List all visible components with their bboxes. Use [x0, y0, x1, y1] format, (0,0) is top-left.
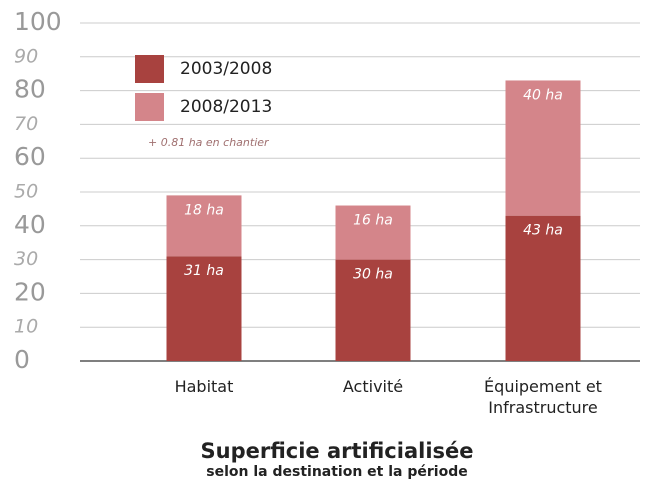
x-tick-label: Habitat [174, 377, 234, 396]
y-tick-label: 40 [14, 210, 46, 239]
legend-label: 2003/2008 [180, 59, 272, 79]
y-tick-label: 10 [14, 316, 38, 338]
bar-segment [166, 256, 242, 361]
data-label: 30 ha [353, 267, 393, 283]
x-tick-label: Activité [342, 377, 404, 396]
y-tick-label: 80 [14, 75, 46, 104]
bar-segment [505, 80, 581, 216]
legend-swatch [135, 55, 164, 83]
chart-title: Superficie artificialisée [201, 439, 474, 463]
y-tick-label: 60 [14, 142, 46, 171]
y-tick-label: 20 [14, 277, 46, 306]
bar-segment [166, 195, 242, 257]
legend-label: 2008/2013 [180, 97, 272, 117]
legend-swatch [135, 93, 164, 121]
bar-segment [505, 215, 581, 361]
y-tick-label: 70 [14, 113, 38, 135]
y-tick-label: 0 [14, 345, 30, 374]
data-label: 18 ha [184, 202, 224, 218]
chart-subtitle: selon la destination et la période [206, 464, 467, 480]
data-label: 31 ha [184, 263, 224, 279]
y-tick-label: 30 [14, 248, 38, 270]
data-label: 40 ha [523, 87, 563, 103]
annotation: + 0.81 ha en chantier [148, 136, 270, 149]
x-tick-label: Équipement et Infrastructure [484, 377, 602, 417]
y-tick-label: 100 [14, 7, 62, 36]
y-tick-label: 50 [14, 181, 38, 203]
data-label: 16 ha [353, 213, 393, 229]
data-label: 43 ha [523, 223, 563, 239]
y-tick-label: 90 [14, 45, 38, 67]
bar-segment [335, 259, 411, 361]
bar-segment [335, 205, 411, 260]
